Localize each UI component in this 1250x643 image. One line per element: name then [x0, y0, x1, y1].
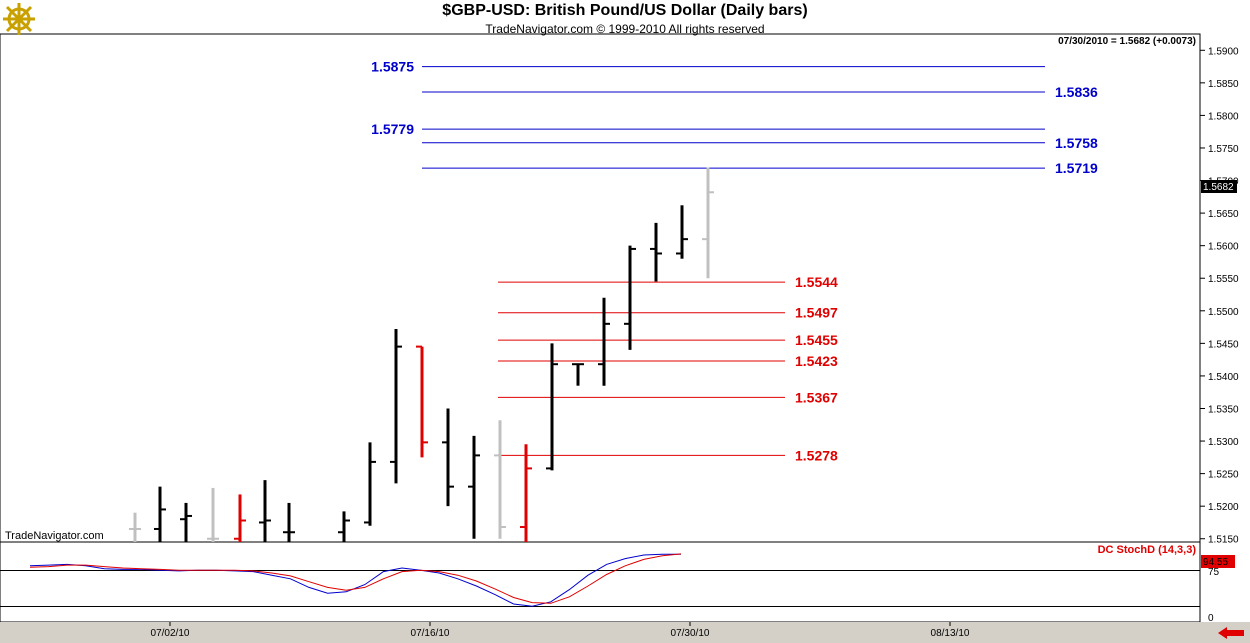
ohlc-bar [338, 511, 350, 542]
price-tick-label: 1.5900 [1208, 46, 1239, 57]
price-tick-label: 1.5400 [1208, 372, 1239, 383]
date-axis-ticks: 07/02/10 07/16/10 07/30/10 08/13/10 [151, 622, 970, 639]
ohlc-bar [154, 486, 166, 542]
current-price-label: 1.5682 [1203, 182, 1234, 193]
date-tick-label: 07/02/10 [151, 628, 190, 639]
watermark-text: TradeNavigator.com [5, 530, 104, 542]
date-axis [0, 622, 1250, 643]
chart-title: $GBP-USD: British Pound/US Dollar (Daily… [442, 2, 808, 19]
price-tick-label: 1.5750 [1208, 144, 1239, 155]
price-tick-label: 1.5350 [1208, 404, 1239, 415]
ohlc-bar [676, 205, 688, 259]
ohlc-bar [442, 408, 454, 507]
price-tick-label: 1.5250 [1208, 470, 1239, 481]
level-label-support: 1.5423 [795, 353, 838, 369]
ohlc-bar [624, 245, 636, 350]
price-tick-label: 1.5150 [1208, 535, 1239, 546]
price-tick-label: 1.5300 [1208, 437, 1239, 448]
indicator-value-tag [1201, 555, 1235, 568]
stoch-d-line [29, 553, 682, 604]
ohlc-bar [207, 487, 219, 542]
level-label-support: 1.5367 [795, 389, 838, 405]
indicator-label: DC StochD (14,3,3) [1097, 544, 1196, 556]
date-tick-label: 07/30/10 [671, 628, 710, 639]
ohlc-bars [129, 167, 714, 542]
price-tick-label: 1.5650 [1208, 209, 1239, 220]
level-label-support: 1.5278 [795, 447, 838, 463]
ohlc-bar [520, 444, 532, 542]
level-label-resistance: 1.5758 [1055, 135, 1098, 151]
chart-subtitle: TradeNavigator.com © 1999-2010 All right… [485, 22, 765, 36]
ohlc-bar [650, 222, 662, 282]
indicator-tick-label: 75 [1208, 567, 1220, 578]
ohlc-bar [259, 480, 271, 542]
price-tick-label: 1.5450 [1208, 339, 1239, 350]
ohlc-bar [180, 502, 192, 542]
price-tick-label: 1.5600 [1208, 242, 1239, 253]
indicator-axis-ticks: 75 0 [1208, 567, 1220, 624]
date-tick-label: 08/13/10 [931, 628, 970, 639]
stoch-k-line [29, 553, 681, 607]
ohlc-bar [494, 420, 506, 539]
ship-wheel-icon[interactable] [2, 2, 36, 36]
level-label-support: 1.5455 [795, 332, 838, 348]
last-quote: 07/30/2010 = 1.5682 (+0.0073) [1058, 36, 1196, 47]
ohlc-bar [416, 345, 428, 458]
ohlc-bar [390, 329, 402, 484]
ohlc-bar [546, 343, 558, 471]
current-price-tag [1201, 180, 1237, 193]
ohlc-bar [468, 435, 480, 539]
scroll-left-arrow-icon[interactable] [1216, 626, 1246, 640]
level-label-resistance: 1.5719 [1055, 160, 1098, 176]
level-label-support: 1.5497 [795, 305, 838, 321]
indicator-value-label: 94.55 [1203, 557, 1228, 568]
stochastic-lines [29, 553, 682, 607]
ohlc-bar [598, 297, 610, 386]
price-pane [0, 33, 1201, 543]
ohlc-bar [283, 502, 295, 542]
date-tick-label: 07/16/10 [411, 628, 450, 639]
ohlc-bar [572, 363, 584, 386]
ohlc-bar [702, 167, 714, 279]
price-tick-label: 1.5500 [1208, 307, 1239, 318]
price-tick-label: 1.5850 [1208, 79, 1239, 90]
price-tick-label: 1.5550 [1208, 274, 1239, 285]
ohlc-bar [129, 512, 141, 542]
price-tick-label: 1.5800 [1208, 111, 1239, 122]
level-label-support: 1.5544 [795, 274, 838, 290]
level-label-resistance: 1.5836 [1055, 84, 1098, 100]
indicator-pane [0, 541, 1201, 623]
ohlc-bar [234, 494, 246, 542]
indicator-tick-label: 0 [1208, 613, 1214, 624]
level-label-resistance: 1.5875 [371, 59, 414, 75]
price-tick-label: 1.5200 [1208, 502, 1239, 513]
price-axis-ticks: 1.59001.58501.58001.57501.57001.56501.56… [1200, 46, 1239, 546]
pivot-levels: 1.5875 1.5836 1.5779 1.5758 1.5719 1.5544 1.54… [371, 59, 1098, 464]
ohlc-bar [364, 442, 376, 526]
level-label-resistance: 1.5779 [371, 121, 414, 137]
price-axis [1200, 34, 1250, 622]
